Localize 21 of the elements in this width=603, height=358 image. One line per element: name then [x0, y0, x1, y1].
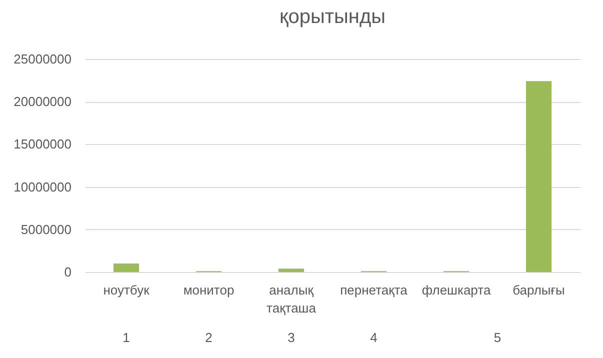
text: 3	[288, 330, 295, 345]
text: 4	[370, 330, 378, 345]
x-tick-label: монитор	[183, 282, 234, 298]
y-tick-label: 20000000	[14, 94, 72, 110]
x-tick-label: флешкарта	[422, 282, 492, 298]
x-tick-label: ноутбук	[103, 282, 150, 298]
y-tick-label: 15000000	[14, 136, 72, 152]
bar	[113, 263, 140, 272]
text: 5	[494, 330, 502, 345]
y-tick-label: 10000000	[14, 179, 72, 194]
bar	[278, 268, 304, 272]
x-tick-label: пернетақта	[340, 282, 408, 298]
y-tick-label: 5000000	[20, 222, 72, 237]
x-tick-label: барлығы	[512, 282, 565, 298]
chart-title: қорытынды	[280, 6, 386, 28]
text: 2	[205, 330, 212, 345]
y-tick-label: 25000000	[14, 52, 72, 66]
bar	[526, 81, 552, 272]
x-tick-label: аналық тақташа	[266, 282, 317, 316]
y-tick-label: 0	[64, 264, 72, 280]
text: 1	[122, 330, 130, 345]
